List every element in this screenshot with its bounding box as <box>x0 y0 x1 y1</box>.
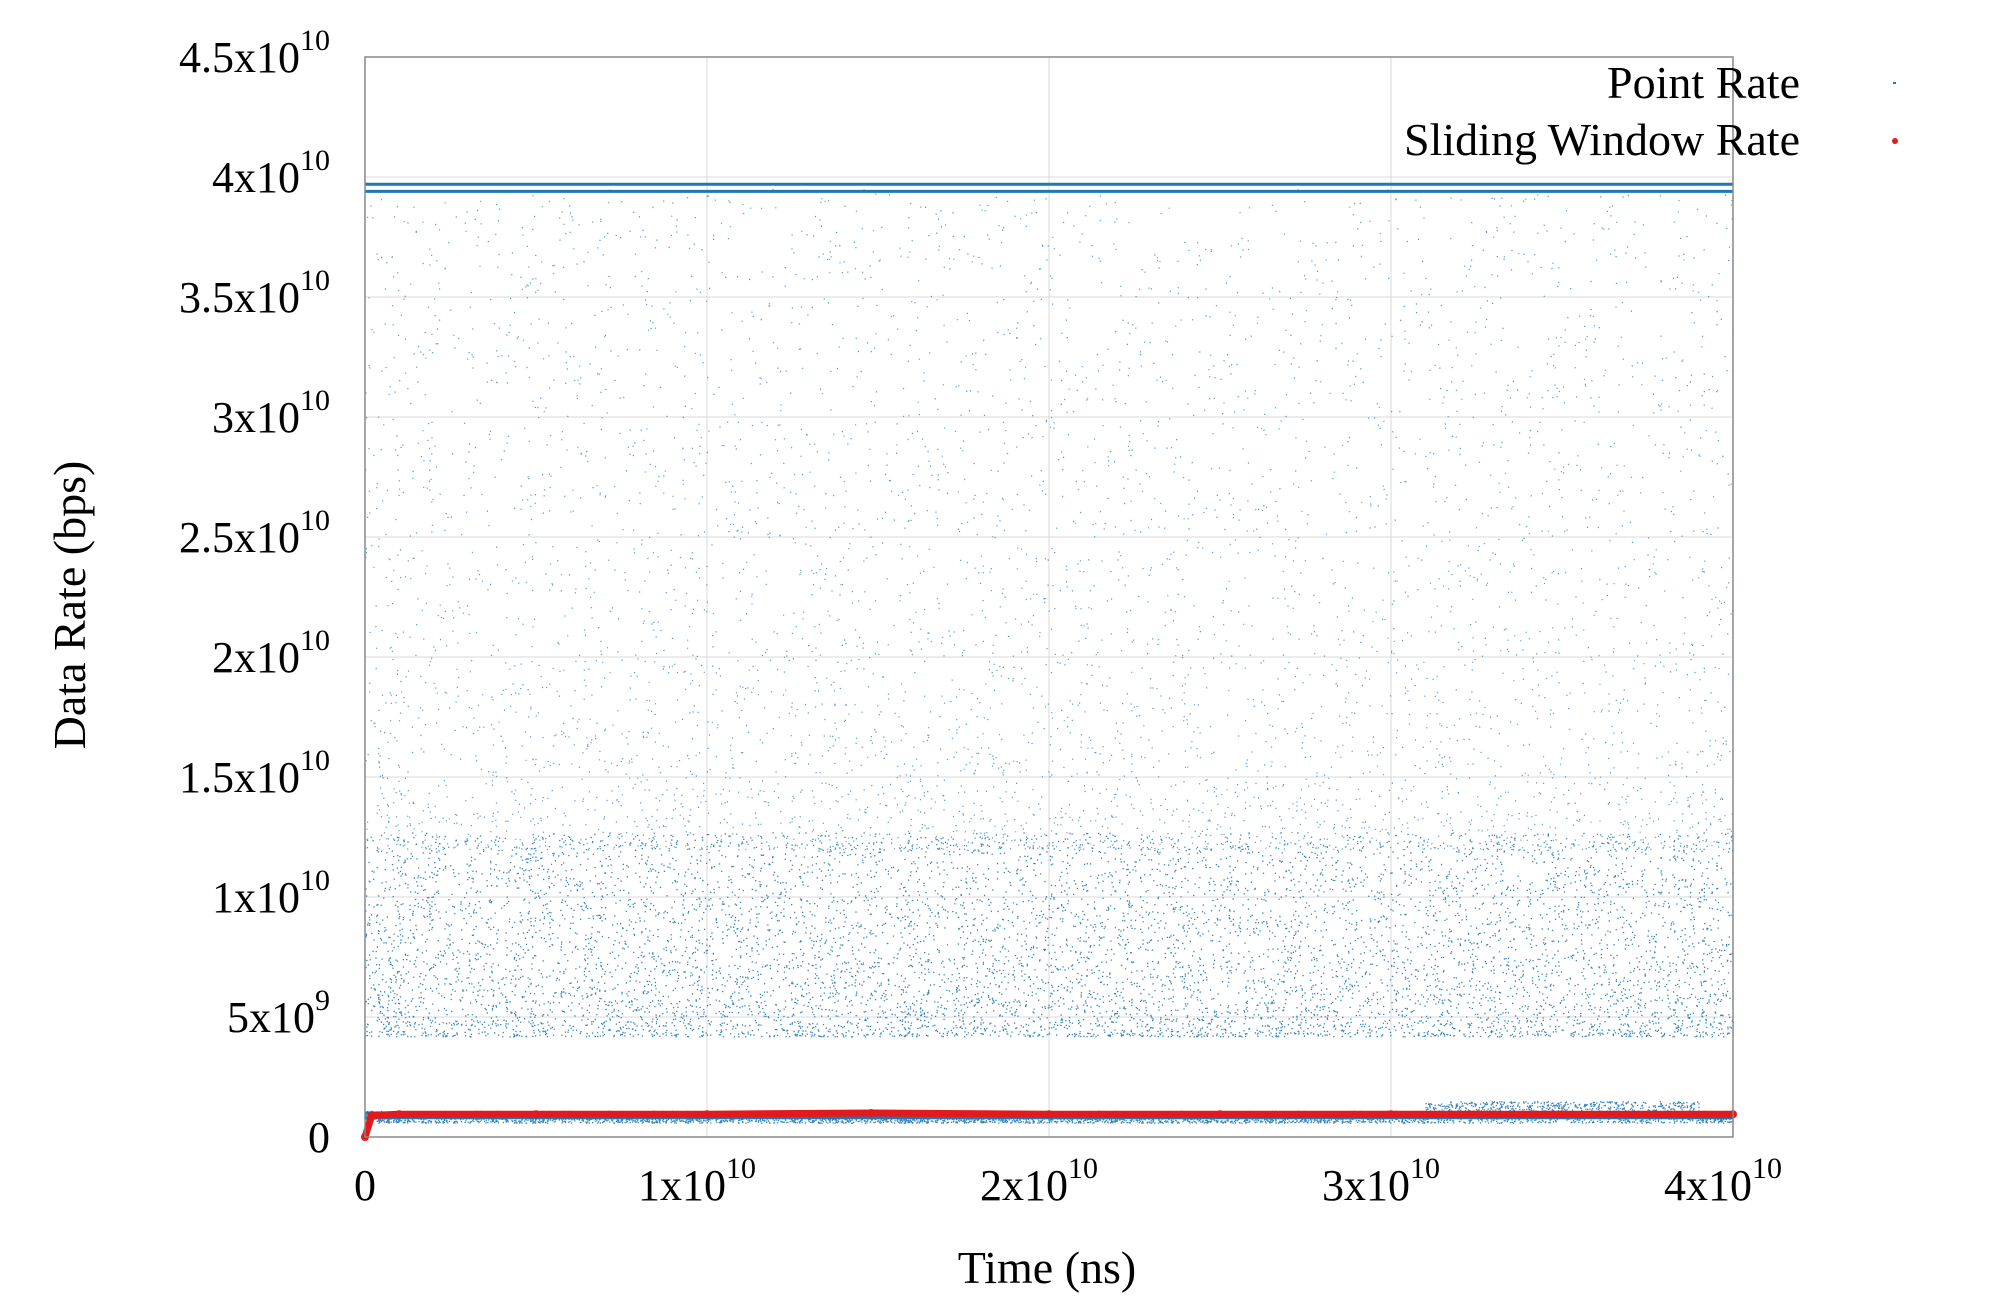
legend-marker-point-rate <box>1893 82 1896 84</box>
sliding-window-rate-point-7 <box>1216 1110 1224 1119</box>
y-tick-label-2: 1x1010 <box>212 864 330 922</box>
sliding-window-rate-point-8 <box>1387 1110 1395 1119</box>
sliding-window-rate-point-2 <box>395 1110 404 1119</box>
legend: Point Rate Sliding Window Rate <box>1404 57 1898 165</box>
y-tick-label-1: 5x109 <box>227 984 330 1042</box>
grid-lines <box>364 56 1734 1138</box>
sliding-window-rate-point-1 <box>367 1111 376 1120</box>
sliding-window-rate-point-5 <box>867 1109 876 1117</box>
y-tick-label-8: 4x1010 <box>212 144 330 202</box>
sliding-window-rate-points <box>361 1109 1737 1141</box>
sliding-window-rate-point-6 <box>1045 1110 1053 1119</box>
x-tick-label-0: 0 <box>354 1161 376 1210</box>
y-tick-label-3: 1.5x1010 <box>179 744 330 802</box>
y-tick-label-6: 3x1010 <box>212 384 330 442</box>
legend-label-sliding-window-rate: Sliding Window Rate <box>1404 114 1800 165</box>
y-tick-label-0: 0 <box>308 1113 330 1162</box>
y-tick-labels: 0 5x109 1x1010 1.5x1010 2x1010 2.5x1010 3x1010… <box>179 24 330 1162</box>
plot-frame <box>364 56 1734 1138</box>
y-tick-label-4: 2x1010 <box>212 624 330 682</box>
legend-marker-sliding-window-rate <box>1892 138 1898 144</box>
x-tick-label-3: 3x1010 <box>1322 1152 1440 1210</box>
x-tick-label-4: 4x1010 <box>1664 1152 1782 1210</box>
point-rate-points <box>365 189 1735 1124</box>
sliding-window-rate-point-9 <box>1558 1110 1566 1119</box>
point-rate-cloud-0 <box>365 832 1735 1038</box>
x-tick-labels: 0 1x1010 2x1010 3x1010 4x1010 <box>354 1152 1782 1210</box>
y-tick-label-7: 3.5x1010 <box>179 264 330 322</box>
sliding-window-rate-point-3 <box>532 1110 540 1119</box>
legend-label-point-rate: Point Rate <box>1607 57 1800 108</box>
sliding-window-rate-point-4 <box>703 1110 711 1119</box>
x-tick-label-2: 2x1010 <box>980 1152 1098 1210</box>
y-tick-label-5: 2.5x1010 <box>179 504 330 562</box>
y-tick-label-9: 4.5x1010 <box>179 24 330 82</box>
y-axis-label: Data Rate (bps) <box>44 461 95 750</box>
x-axis-label: Time (ns) <box>958 1242 1137 1293</box>
x-tick-label-1: 1x1010 <box>638 1152 756 1210</box>
